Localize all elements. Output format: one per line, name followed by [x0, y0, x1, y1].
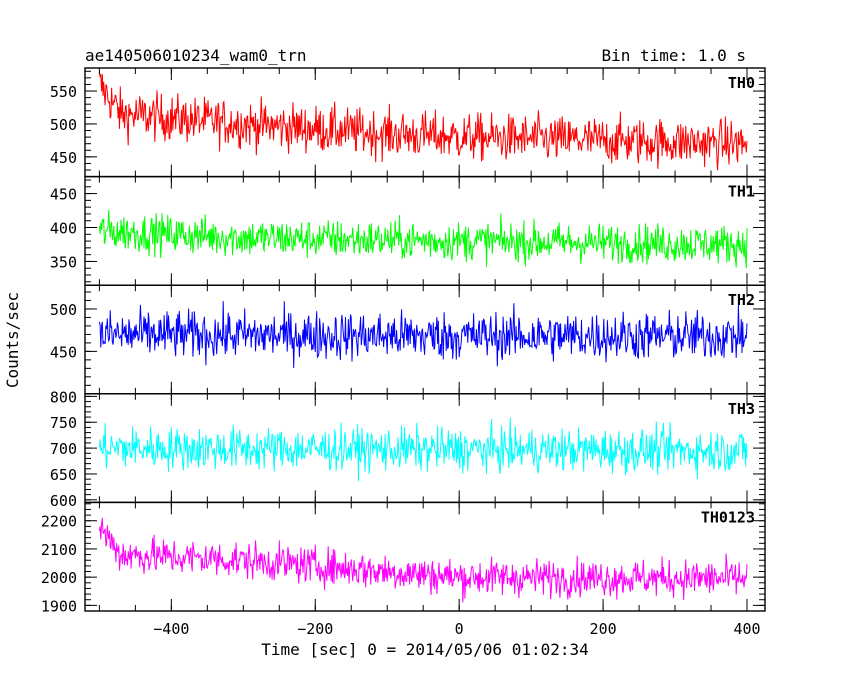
- panel-label-th2: TH2: [728, 291, 755, 309]
- x-tick-label: −200: [297, 620, 333, 638]
- panels-group: 450 500 550 TH0 350 400 450 TH1 450 500 TH2 600 650 7…: [41, 67, 766, 638]
- panel-label-th3: TH3: [728, 400, 755, 418]
- y-tick-label: 2200: [41, 513, 77, 531]
- y-tick-label: 2100: [41, 541, 77, 559]
- y-tick-label: 650: [50, 466, 77, 484]
- y-tick-label: 550: [50, 83, 77, 101]
- y-tick-label: 500: [50, 116, 77, 134]
- y-tick-label: 350: [50, 253, 77, 271]
- x-tick-label: 200: [590, 620, 617, 638]
- panel-label-th1: TH1: [728, 183, 755, 201]
- y-tick-label: 750: [50, 414, 77, 432]
- x-tick-label: 400: [733, 620, 760, 638]
- y-tick-label: 500: [50, 301, 77, 319]
- panel-label-th0123: TH0123: [701, 508, 755, 526]
- bin-time-label: Bin time: 1.0 s: [602, 46, 747, 65]
- chart-title: ae140506010234_wam0_trn: [85, 46, 307, 65]
- y-axis-label: Counts/sec: [3, 292, 22, 388]
- y-tick-label: 1900: [41, 597, 77, 615]
- y-tick-label: 2000: [41, 569, 77, 587]
- series-line-th1: [98, 209, 748, 269]
- x-axis-label: Time [sec] 0 = 2014/05/06 01:02:34: [261, 640, 589, 659]
- x-tick-label: 0: [455, 620, 464, 638]
- panel-label-th0: TH0: [728, 74, 755, 92]
- y-tick-label: 450: [50, 343, 77, 361]
- series-line-th3: [98, 417, 748, 482]
- y-tick-label: 600: [50, 492, 77, 510]
- y-tick-label: 800: [50, 388, 77, 406]
- series-line-th2: [98, 301, 748, 368]
- y-tick-label: 700: [50, 440, 77, 458]
- x-tick-label: −400: [153, 620, 189, 638]
- y-tick-label: 450: [50, 149, 77, 167]
- y-tick-label: 450: [50, 186, 77, 204]
- series-line-th0: [98, 72, 748, 171]
- series-line-th0123: [98, 517, 748, 603]
- panel-frame-th0123: [84, 501, 766, 612]
- y-tick-label: 400: [50, 220, 77, 238]
